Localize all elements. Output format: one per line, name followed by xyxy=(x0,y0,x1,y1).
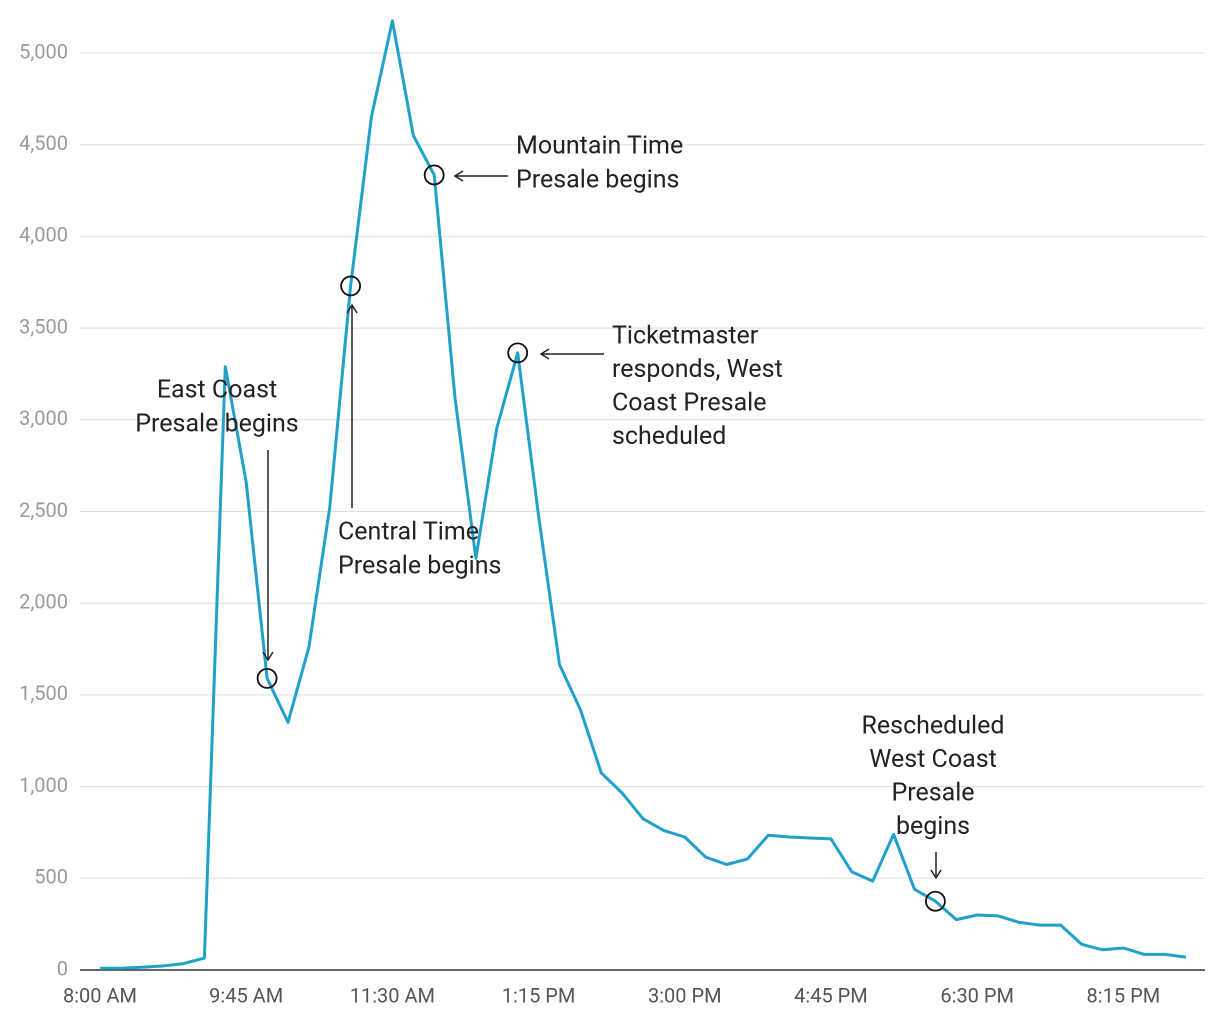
annotation-text: East Coast xyxy=(157,376,277,405)
y-tick-label: 1,500 xyxy=(19,681,68,705)
annotation-marker xyxy=(925,890,946,912)
annotation-text: Coast Presale xyxy=(612,389,767,418)
annotation-text: West Coast xyxy=(869,745,997,774)
annotation-text: begins xyxy=(896,812,970,841)
annotation-marker xyxy=(507,342,529,364)
x-tick-label: 9:45 AM xyxy=(209,983,283,1007)
annotation-text: Mountain Time xyxy=(516,132,683,161)
x-tick-label: 1:15 PM xyxy=(502,983,576,1007)
x-tick-label: 4:45 PM xyxy=(794,983,868,1007)
y-tick-label: 500 xyxy=(34,865,68,889)
x-tick-label: 8:15 PM xyxy=(1087,983,1161,1007)
y-tick-label: 5,000 xyxy=(19,39,68,63)
annotation-text: Presale begins xyxy=(135,410,298,439)
x-tick-label: 11:30 AM xyxy=(350,983,435,1007)
y-tick-label: 0 xyxy=(57,956,68,980)
y-tick-label: 3,500 xyxy=(19,314,68,338)
annotation-text: scheduled xyxy=(612,422,726,451)
y-tick-label: 1,000 xyxy=(19,773,68,797)
annotation-marker xyxy=(340,275,362,297)
annotation-text: Presale xyxy=(891,779,974,808)
y-tick-label: 4,000 xyxy=(19,223,68,247)
annotation-marker xyxy=(256,667,278,689)
annotation-text: Presale begins xyxy=(516,166,679,195)
annotation-marker xyxy=(423,164,445,186)
y-tick-label: 3,000 xyxy=(19,406,68,430)
x-tick-label: 6:30 PM xyxy=(940,983,1014,1007)
annotation-text: Rescheduled xyxy=(862,712,1005,741)
annotation-text: Ticketmaster xyxy=(612,322,759,351)
y-tick-label: 4,500 xyxy=(19,131,68,155)
annotation-text: Presale begins xyxy=(338,552,501,581)
x-tick-label: 3:00 PM xyxy=(648,983,722,1007)
data-line xyxy=(100,19,1187,970)
x-tick-label: 8:00 AM xyxy=(63,983,137,1007)
y-tick-label: 2,000 xyxy=(19,589,68,613)
y-tick-label: 2,500 xyxy=(19,498,68,522)
annotation-text: Central Time xyxy=(338,518,479,547)
annotation-text: responds, West xyxy=(612,355,783,384)
